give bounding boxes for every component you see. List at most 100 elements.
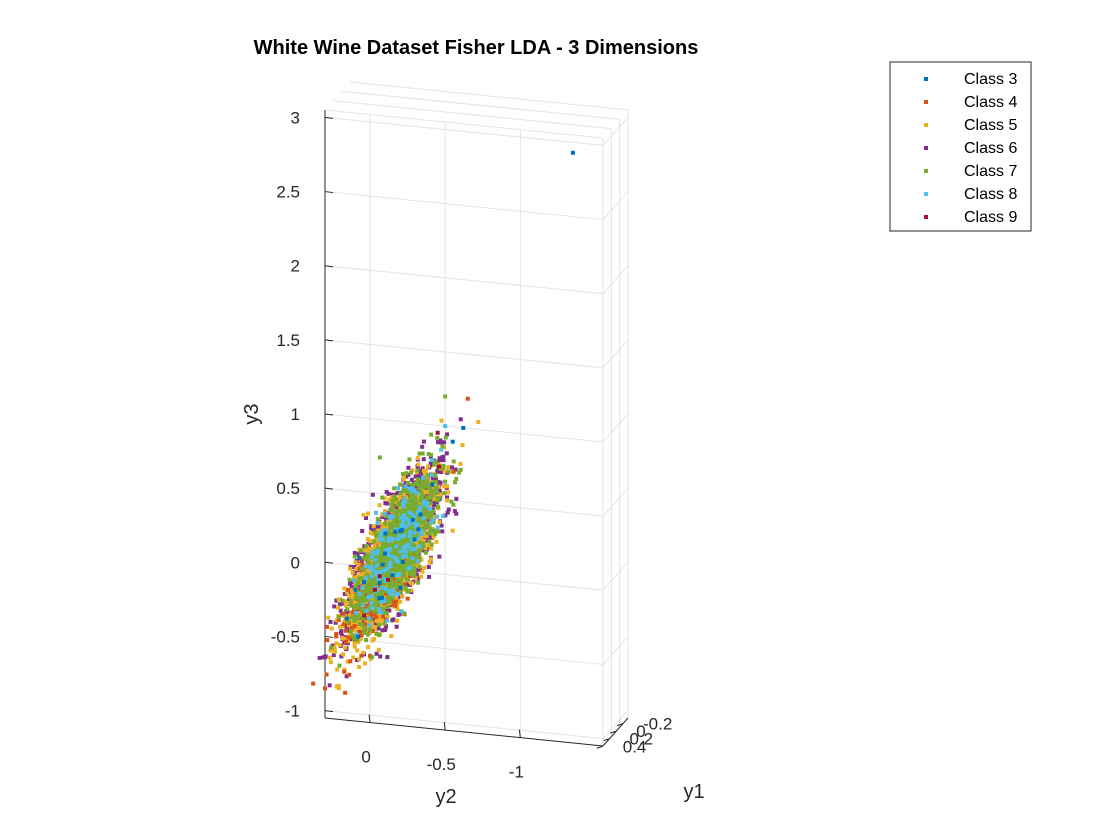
data-point [353,610,358,615]
data-point [437,489,442,494]
data-point [358,637,363,642]
data-point [410,558,415,563]
data-point [374,580,379,585]
data-point [416,576,421,581]
data-point [393,595,398,600]
data-point [345,607,350,612]
data-point [435,469,440,474]
data-point [451,469,456,474]
data-point [422,480,427,485]
data-point [357,631,362,636]
data-point [384,526,389,531]
data-point [383,521,388,526]
data-point [390,573,395,578]
data-point [345,659,350,664]
legend-label: Class 5 [964,117,1017,134]
data-point [342,619,347,624]
data-point [389,582,394,587]
grid-line-z-depth [602,487,629,517]
data-point [353,560,358,565]
data-point [364,616,369,621]
data-point [433,472,438,477]
data-point [393,529,398,534]
data-point [425,504,430,509]
data-point [341,611,346,616]
legend-label: Class 6 [964,140,1017,157]
data-point [366,547,371,552]
data-point [383,531,388,536]
data-point [401,472,406,477]
data-point [392,571,397,576]
data-point [393,603,398,608]
data-point [432,532,437,537]
data-point [413,495,418,500]
data-point [440,529,445,534]
data-point [346,635,351,640]
data-point [380,551,385,556]
data-point [413,503,418,508]
data-point [436,529,441,534]
data-point [413,576,418,581]
data-point [377,607,382,612]
data-point [354,577,359,582]
data-point [435,504,440,509]
data-point [357,591,362,596]
data-point [388,543,393,548]
data-point [421,457,426,462]
data-point [403,495,408,500]
data-point [410,489,415,494]
data-point [408,470,413,475]
data-point [341,652,346,657]
data-point [408,499,413,504]
data-point [406,588,411,593]
data-point [429,520,434,525]
data-point [405,596,410,601]
data-point [405,577,410,582]
data-point [343,628,348,633]
data-point [347,577,352,582]
data-point [357,657,362,662]
data-point [393,547,398,552]
data-point [374,614,379,619]
y2-tick-mark [518,729,521,738]
data-point [350,570,355,575]
data-point [396,553,401,558]
data-point [418,505,423,510]
data-point [403,554,408,559]
data-point [404,471,409,476]
data-point [385,655,390,660]
z-tick-label: -1 [285,702,300,721]
data-point [352,636,357,641]
data-point [361,650,366,655]
data-point [416,462,421,467]
data-point [360,592,365,597]
y2-axis-line [324,717,604,747]
data-point [420,466,425,471]
z-tick-label: 2.5 [276,183,300,202]
data-point [399,582,404,587]
data-point [370,568,375,573]
data-point [369,574,374,579]
data-point [439,440,444,445]
data-point [412,520,417,525]
data-point [365,572,370,577]
data-point [415,533,420,538]
data-point [429,556,434,561]
data-point [422,565,427,570]
data-point [417,486,422,491]
data-point [446,465,451,470]
data-point [402,611,407,616]
grid-line-top [324,109,604,139]
data-point [395,582,400,587]
data-point [324,672,329,677]
data-point [386,547,391,552]
data-point [356,640,361,645]
z-tick-mark [324,116,334,119]
data-point [415,510,420,515]
data-point [352,624,357,629]
data-point [365,580,370,585]
data-point [337,663,342,668]
data-point [410,550,415,555]
data-point [421,544,426,549]
data-point [458,467,463,472]
